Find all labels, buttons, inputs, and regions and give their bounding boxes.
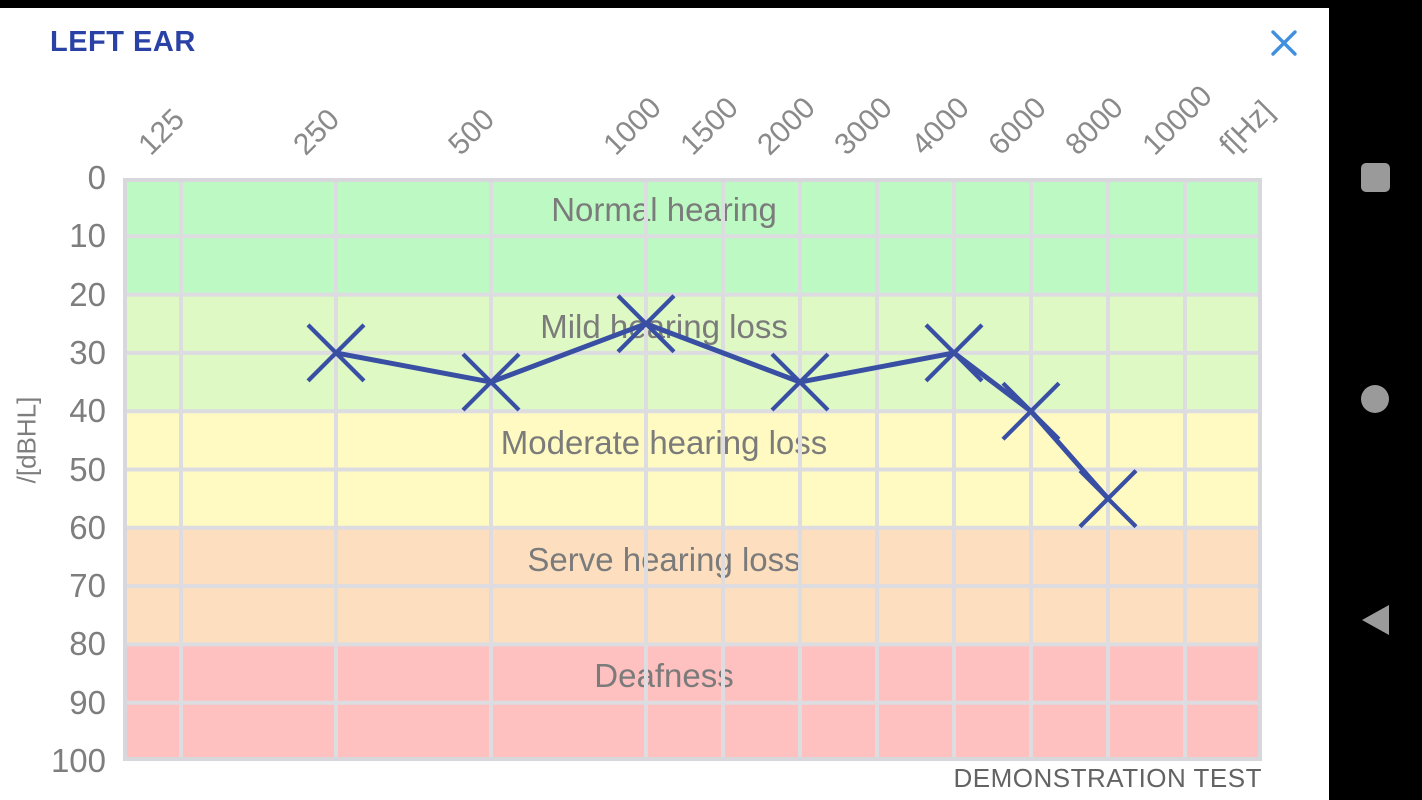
x-tick-label: 6000 (982, 91, 1053, 162)
audiogram-chart: Normal hearing Mild hearing loss Moderate … (123, 178, 1262, 761)
back-button[interactable] (1346, 591, 1404, 649)
y-tick-label: 50 (69, 450, 106, 488)
x-tick-label: 2000 (751, 91, 822, 162)
x-tick-label: 3000 (828, 91, 899, 162)
x-tick-label: 10000 (1136, 79, 1219, 162)
y-tick-label: 30 (69, 333, 106, 371)
x-tick-label: 8000 (1059, 91, 1130, 162)
recent-apps-button[interactable] (1346, 148, 1404, 206)
y-tick-label: 10 (69, 217, 106, 255)
recent-apps-icon (1360, 162, 1390, 192)
zone-label: Serve hearing loss (527, 540, 801, 578)
zone-label: Deafness (594, 657, 734, 695)
x-tick-label: 500 (442, 102, 501, 162)
x-tick-label: 4000 (905, 91, 976, 162)
page-title: LEFT EAR (50, 26, 196, 58)
x-tick-label: 1000 (597, 91, 668, 162)
close-button[interactable] (1261, 20, 1307, 66)
close-icon (1271, 30, 1297, 56)
home-button[interactable] (1346, 370, 1404, 428)
x-tick-label: 250 (287, 102, 346, 162)
x-tick-label: 1500 (674, 91, 745, 162)
home-icon (1361, 385, 1389, 413)
y-tick-label: 0 (87, 159, 106, 196)
x-axis-unit-label: f[Hz] (1213, 94, 1281, 162)
audiogram-plot-svg (123, 178, 1262, 761)
y-tick-label: 80 (69, 625, 106, 663)
zone-label: Normal hearing (551, 191, 777, 228)
back-icon (1361, 605, 1389, 635)
y-tick-label: 40 (69, 392, 106, 430)
status-bar (0, 0, 1422, 8)
x-tick-label: 125 (132, 102, 191, 162)
y-tick-label: 100 (50, 742, 106, 779)
y-tick-label: 90 (69, 683, 106, 721)
y-tick-label: 20 (69, 275, 106, 313)
zone-label: Moderate hearing loss (500, 424, 828, 462)
y-tick-label: 60 (69, 508, 106, 546)
zone-label: Mild hearing loss (540, 307, 788, 345)
android-nav-bar (1329, 0, 1422, 800)
y-tick-label: 70 (69, 567, 106, 605)
demonstration-test-label: DEMONSTRATION TEST (953, 763, 1262, 793)
